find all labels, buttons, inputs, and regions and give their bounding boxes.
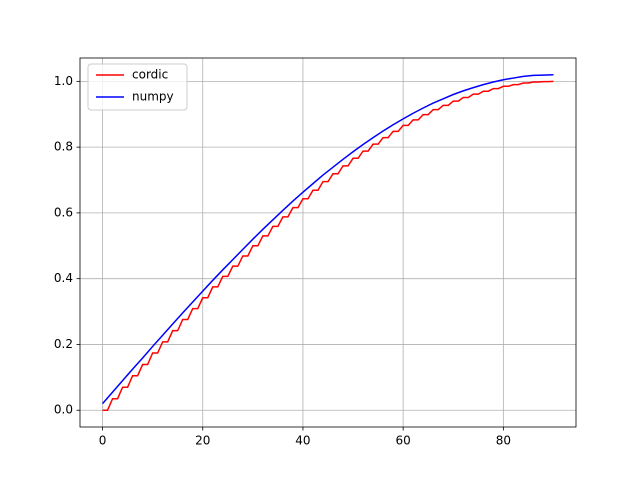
- y-tick-label: 0.8: [54, 140, 73, 154]
- x-tick-label: 0: [99, 434, 107, 448]
- y-tick-label: 0.2: [54, 337, 73, 351]
- line-series: [102, 80, 554, 411]
- legend-label: cordic: [132, 68, 168, 82]
- y-tick-label: 0.4: [54, 271, 73, 285]
- y-tick-label: 0.0: [54, 403, 73, 417]
- x-tick-label: 80: [496, 434, 511, 448]
- legend: cordic numpy: [87, 63, 188, 111]
- y-tick-label: 1.0: [54, 74, 73, 88]
- x-tick-label: 40: [295, 434, 310, 448]
- axes-frame: [79, 57, 577, 428]
- legend-label: numpy: [132, 90, 174, 104]
- y-tick-label: 0.6: [54, 205, 73, 219]
- line-series: [101, 74, 554, 405]
- x-tick-label: 60: [396, 434, 411, 448]
- x-tick-label: 20: [195, 434, 210, 448]
